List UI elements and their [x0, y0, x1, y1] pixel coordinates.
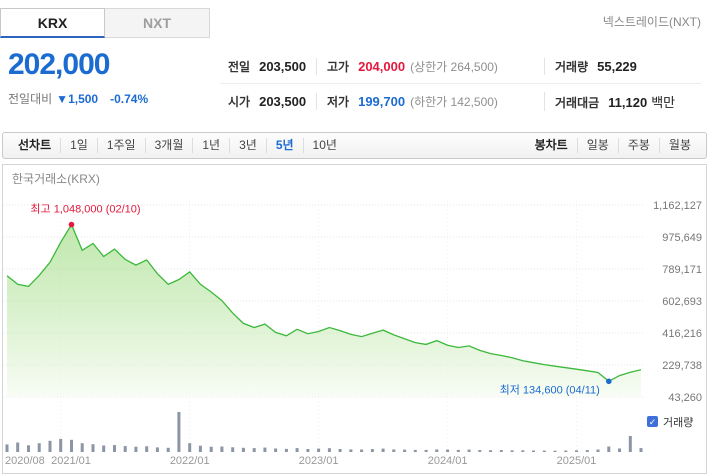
price-change: 전일대비 ▼1,500 -0.74%: [8, 90, 220, 107]
high-label: 고가: [327, 60, 350, 74]
candle-chart-label: 봉차트: [534, 138, 568, 152]
trade-value-label: 거래대금: [555, 96, 600, 110]
range-1w[interactable]: 1주일: [96, 138, 145, 153]
range-3y[interactable]: 3년: [229, 138, 266, 153]
chart-area: 1,162,127 975,649 789,171 602,693 416,216 229…: [2, 164, 707, 474]
svg-text:2022/01: 2022/01: [170, 455, 210, 467]
trade-value-value: 11,120: [608, 95, 648, 110]
change-label: 전일대비: [8, 91, 53, 106]
tab-krx-label: KRX: [37, 14, 68, 31]
range-10y[interactable]: 10년: [302, 138, 346, 153]
quote-table: 전일 203,500 고가 204,000 (상한가 264,500) 거래량 55,2…: [220, 50, 701, 128]
quote-header: 202,000 전일대비 ▼1,500 -0.74% 전일 203,500 고가 204…: [0, 38, 709, 128]
lower-limit: (하한가 142,500): [410, 95, 498, 109]
volume-cell: 거래량 55,229: [544, 58, 647, 75]
svg-text:43,260: 43,260: [668, 392, 702, 404]
upper-limit: (상한가 264,500): [410, 60, 498, 74]
chart-toolbar: 선차트 1일 1주일 3개월 1년 3년 5년 10년 봉차트 일봉 주봉 월봉: [2, 132, 707, 159]
down-triangle-icon: ▼: [56, 91, 69, 106]
svg-text:2025/01: 2025/01: [557, 455, 597, 467]
svg-text:거래량: 거래량: [663, 416, 693, 429]
volume-value: 55,229: [597, 59, 637, 74]
prev-close-cell: 전일 203,500: [220, 58, 316, 75]
min-dot: [606, 378, 612, 385]
svg-text:1,162,127: 1,162,127: [653, 200, 702, 212]
tab-krx[interactable]: KRX: [0, 8, 105, 38]
annotation-min: 최저 134,600 (04/11): [500, 378, 612, 396]
range-group: 선차트 1일 1주일 3개월 1년 3년 5년 10년: [9, 138, 346, 153]
svg-text:✓: ✓: [649, 417, 657, 427]
svg-text:최저 134,600 (04/11): 최저 134,600 (04/11): [500, 383, 600, 396]
trade-value-cell: 거래대금 11,120 백만: [544, 92, 685, 111]
svg-text:2024/01: 2024/01: [428, 455, 468, 467]
range-5y[interactable]: 5년: [265, 138, 303, 153]
high-value: 204,000: [358, 59, 406, 74]
candle-daily[interactable]: 일봉: [576, 138, 618, 153]
annotation-max: 최고 1,048,000 (02/10): [30, 203, 141, 228]
tab-nxt-label: NXT: [143, 15, 171, 31]
svg-text:2023/01: 2023/01: [299, 455, 339, 467]
tab-nxt[interactable]: NXT: [105, 8, 210, 38]
svg-text:789,171: 789,171: [662, 264, 702, 276]
checkbox-checked-icon: [647, 416, 658, 427]
chart-grid: 1,162,127 975,649 789,171 602,693 416,216 229…: [3, 200, 702, 452]
x-axis-labels: 2020/08 2021/01 2022/01 2023/01 2024/01 2025/…: [5, 455, 596, 467]
chart-title: 한국거래소(KRX): [12, 172, 100, 186]
exchange-tabs: KRX NXT 넥스트레이드(NXT): [0, 0, 709, 38]
svg-text:229,738: 229,738: [662, 360, 702, 372]
svg-text:416,216: 416,216: [662, 328, 702, 340]
low-cell: 저가 199,700 (하한가 142,500): [316, 93, 544, 110]
prev-close-label: 전일: [228, 60, 251, 74]
stock-chart: 1,162,127 975,649 789,171 602,693 416,216 229…: [3, 172, 702, 467]
max-dot: [68, 221, 75, 228]
svg-text:2020/08: 2020/08: [5, 455, 45, 467]
high-cell: 고가 204,000 (상한가 264,500): [316, 58, 544, 75]
price-line: [6, 223, 642, 383]
candle-group: 봉차트 일봉 주봉 월봉: [526, 138, 700, 153]
line-chart-label: 선차트: [18, 138, 52, 152]
trade-value-unit: 백만: [651, 95, 676, 110]
volume-label: 거래량: [555, 60, 589, 74]
range-1y[interactable]: 1년: [192, 138, 229, 153]
prev-close-value: 203,500: [259, 59, 307, 74]
quote-row-1: 전일 203,500 고가 204,000 (상한가 264,500) 거래량 55,2…: [220, 50, 701, 84]
low-value: 199,700: [358, 94, 406, 109]
open-label: 시가: [228, 95, 251, 109]
svg-text:최고 1,048,000 (02/10): 최고 1,048,000 (02/10): [30, 203, 140, 216]
candle-weekly[interactable]: 주봉: [617, 138, 659, 153]
change-percent: -0.74%: [110, 91, 149, 106]
volume-legend[interactable]: ✓ 거래량: [647, 416, 693, 429]
change-value: 1,500: [68, 91, 99, 106]
candle-monthly[interactable]: 월봉: [658, 138, 700, 153]
svg-text:2021/01: 2021/01: [51, 455, 91, 467]
volume-bars: [5, 412, 643, 452]
quote-row-2: 시가 203,500 저가 199,700 (하한가 142,500) 거래대금 11,…: [220, 84, 701, 119]
current-price-block: 202,000 전일대비 ▼1,500 -0.74%: [8, 48, 220, 128]
range-3m[interactable]: 3개월: [144, 138, 193, 153]
low-label: 저가: [327, 95, 350, 109]
range-1d[interactable]: 1일: [60, 138, 97, 153]
svg-text:한국거래소(KRX): 한국거래소(KRX): [12, 172, 100, 186]
open-value: 203,500: [259, 94, 307, 109]
nxt-note: 넥스트레이드(NXT): [602, 15, 701, 29]
open-cell: 시가 203,500: [220, 93, 316, 110]
svg-text:975,649: 975,649: [662, 232, 702, 244]
price-area: [7, 224, 641, 397]
svg-text:602,693: 602,693: [662, 296, 702, 308]
current-price: 202,000: [8, 48, 110, 81]
